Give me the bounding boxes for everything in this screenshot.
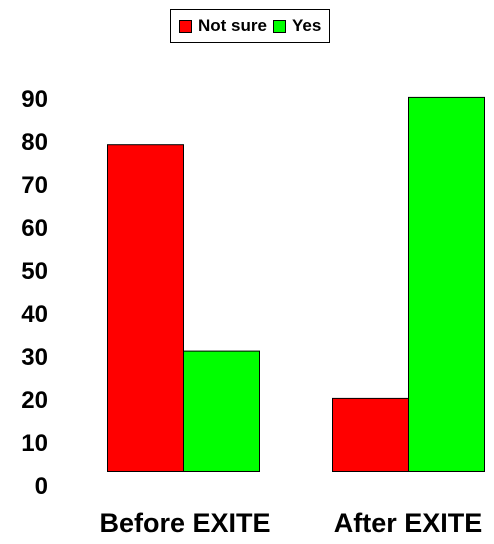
y-tick-label: 20: [21, 387, 48, 414]
legend-item-not-sure: Not sure: [179, 16, 267, 36]
y-tick-label: 60: [21, 215, 48, 242]
legend-swatch-yes: [272, 19, 286, 33]
legend-swatch-not-sure: [179, 19, 192, 33]
y-tick-label: 50: [21, 258, 48, 285]
x-axis-category-labels: Before EXITE After EXITE: [99, 508, 482, 538]
y-tick-label: 0: [35, 473, 48, 500]
bars: [107, 96, 485, 473]
chart-legend: Not sure Yes: [170, 9, 331, 43]
y-axis-tick-labels: 0 10 20 30 40 50 60 70 80 90: [21, 86, 48, 500]
bar-not-sure-2: [332, 397, 409, 472]
legend-label-yes: Yes: [291, 16, 322, 35]
bar-not-sure-1: [107, 144, 184, 472]
y-tick-label: 80: [21, 129, 48, 156]
legend-label-not-sure: Not sure: [198, 16, 267, 35]
bar-yes-2: [408, 96, 485, 473]
bar-yes-1: [183, 350, 260, 473]
y-tick-label: 70: [21, 172, 48, 199]
y-tick-label: 40: [21, 301, 48, 328]
x-category-label: After EXITE: [334, 508, 483, 538]
y-tick-label: 10: [21, 430, 48, 457]
legend-item-yes: Yes: [272, 16, 322, 36]
x-category-label: Before EXITE: [99, 508, 270, 538]
y-tick-label: 30: [21, 344, 48, 371]
y-tick-label: 90: [21, 86, 48, 113]
